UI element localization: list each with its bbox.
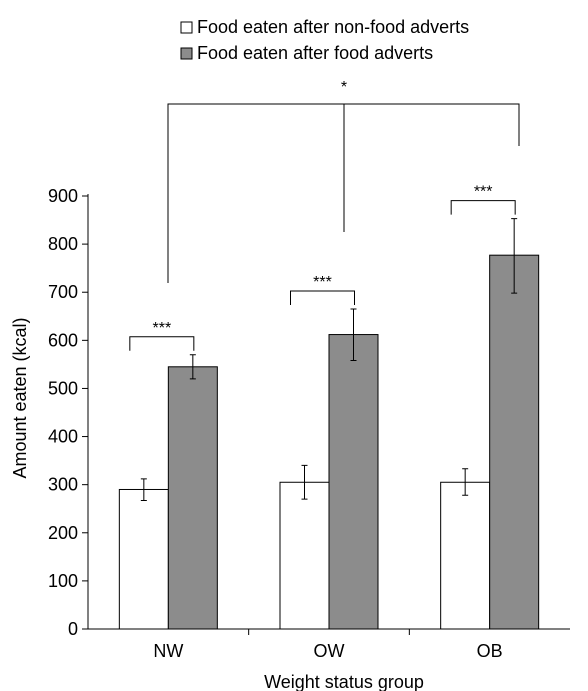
y-tick-label: 400 — [48, 427, 78, 447]
x-tick-label: NW — [153, 641, 183, 661]
y-axis-title: Amount eaten (kcal) — [10, 317, 30, 478]
within-group-significance-label: *** — [313, 274, 332, 291]
legend-swatch-food — [180, 47, 193, 60]
legend-label-non-food: Food eaten after non-food adverts — [197, 17, 469, 37]
y-axis: 0 100 200 300 400 500 600 700 800 900 — [48, 186, 89, 639]
y-tick-label: 500 — [48, 378, 78, 398]
x-tick-label: OB — [477, 641, 503, 661]
y-tick-label: 100 — [48, 571, 78, 591]
bar-non-food-nw — [118, 488, 169, 630]
error-bar — [301, 464, 308, 500]
error-bar — [350, 308, 357, 362]
bar-non-food-ob — [440, 481, 491, 630]
plot-area: *** *** *** — [118, 184, 540, 630]
error-bar — [140, 478, 147, 502]
error-bar — [462, 468, 469, 496]
within-group-significance-label: *** — [474, 184, 493, 201]
legend-swatch-non-food — [180, 21, 193, 34]
y-tick-label: 800 — [48, 234, 78, 254]
x-axis-title: Weight status group — [264, 672, 424, 691]
legend: Food eaten after non-food adverts Food e… — [180, 17, 469, 63]
x-axis: NW OW OB — [88, 628, 570, 661]
error-bar — [189, 354, 196, 380]
y-tick-label: 700 — [48, 282, 78, 302]
within-group-bracket — [450, 200, 516, 215]
bar-food-ob — [489, 254, 540, 630]
y-tick-label: 300 — [48, 475, 78, 495]
legend-label-food: Food eaten after food adverts — [197, 43, 433, 63]
y-tick-label: 600 — [48, 330, 78, 350]
y-tick-label: 0 — [68, 619, 78, 639]
within-group-bracket — [290, 290, 355, 306]
bar-non-food-ow — [279, 481, 330, 630]
between-group-bracket — [167, 103, 520, 283]
within-group-bracket — [129, 336, 195, 351]
y-tick-label: 200 — [48, 523, 78, 543]
y-tick-label: 900 — [48, 186, 78, 206]
within-group-significance-label: *** — [152, 320, 171, 337]
x-tick-label: OW — [314, 641, 345, 661]
bar-food-ow — [328, 334, 379, 630]
bar-food-nw — [167, 366, 218, 630]
between-group-significance: * — [167, 79, 520, 283]
between-group-significance-label: * — [341, 79, 347, 96]
error-bar — [511, 218, 518, 294]
